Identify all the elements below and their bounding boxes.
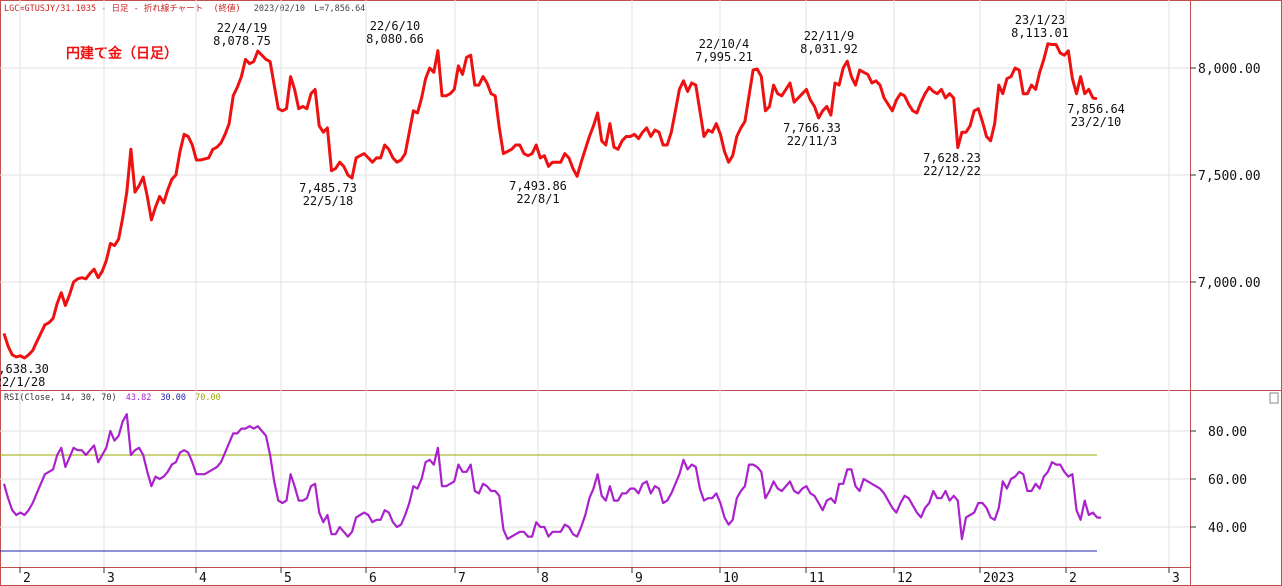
header-chart-type: 折れ線チャート	[144, 3, 203, 14]
annotation-date: 22/10/4	[699, 37, 750, 51]
annotation-date: 22/6/10	[370, 19, 421, 33]
x-tick-label: 2023	[983, 571, 1014, 586]
annotation-date: 23/2/10	[1071, 115, 1122, 129]
annotation-value: 7,856.64	[1067, 102, 1125, 116]
x-tick-label: 9	[635, 571, 643, 586]
price-gridlines	[0, 67, 1190, 283]
annotation-date: 22/4/19	[217, 21, 268, 35]
x-tick-label: 12	[897, 571, 913, 586]
header-last: L=7,856.64	[314, 4, 365, 14]
price-tick-label: 7,000.00	[1198, 276, 1261, 291]
annotation-value: 7,493.86	[509, 179, 567, 193]
price-chart-title: 円建て金（日足）	[66, 45, 178, 62]
annotation-date: 22/11/9	[804, 29, 855, 43]
x-tick-label: 3	[107, 571, 115, 586]
rsi-legend-upper: 70.00	[195, 393, 221, 403]
rsi-tick-label: 80.00	[1208, 425, 1247, 440]
header-symbol: LGC=GTUSJY/31.1035	[4, 4, 96, 14]
annotation-value: 8,080.66	[366, 32, 424, 46]
rsi-legend: RSI(Close, 14, 30, 70) 43.82 30.00 70.00	[4, 393, 221, 403]
rsi-gridlines	[0, 430, 1190, 528]
header-text: LGC=GTUSJY/31.1035 - 日足 - 折れ線チャート (終値) 2…	[4, 3, 365, 14]
x-tick-label: 11	[809, 571, 825, 586]
rsi-legend-value: 43.82	[126, 393, 152, 403]
x-tick-label: 6	[369, 571, 377, 586]
annotation-date: 22/8/1	[516, 192, 559, 206]
header-date: 2023/02/10	[254, 4, 305, 14]
rsi-series-line	[2, 413, 1102, 541]
price-series-line	[2, 42, 1098, 360]
price-axis-ticks: 8,000.00 7,500.00 7,000.00	[1190, 62, 1261, 291]
annotation-value: 7,766.33	[783, 121, 841, 135]
rsi-legend-label: RSI(Close, 14, 30, 70)	[4, 393, 117, 403]
rsi-scroll-handle[interactable]	[1269, 392, 1279, 404]
x-tick-label: 5	[284, 571, 292, 586]
rsi-axis-ticks: 80.00 60.00 40.00	[1190, 425, 1247, 536]
annotation-value: 7,995.21	[695, 50, 753, 64]
annotation-value: 8,031.92	[800, 42, 858, 56]
annotation-date: 23/1/23	[1015, 13, 1066, 27]
header-sep-2: -	[134, 4, 144, 14]
annotation-value: 7,628.23	[923, 151, 981, 165]
annotation-value: 8,113.01	[1011, 26, 1069, 40]
x-gridlines	[19, 0, 1170, 567]
annotation-value: 7,485.73	[299, 181, 357, 195]
header-interval: 日足	[112, 4, 130, 14]
price-tick-label: 8,000.00	[1198, 62, 1261, 77]
x-tick-label: 8	[541, 571, 549, 586]
x-tick-label: 3	[1172, 571, 1180, 586]
annotation-date: 22/5/18	[303, 194, 354, 208]
x-tick-label: 2	[1069, 571, 1077, 586]
x-tick-label: 4	[199, 571, 207, 586]
header-price-type: (終値)	[213, 3, 240, 14]
annotation-value: 6,638.30	[0, 362, 49, 376]
header-sep-1: -	[101, 4, 111, 14]
x-tick-label: 2	[23, 571, 31, 586]
rsi-tick-label: 60.00	[1208, 473, 1247, 488]
annotation-value: 8,078.75	[213, 34, 271, 48]
annotation-date: 22/12/22	[923, 164, 981, 178]
annotation-date: 22/11/3	[787, 134, 838, 148]
x-axis-ticks: 2 3 4 5 6 7 8 9 10 11 12 2023 2 3	[19, 567, 1180, 586]
rsi-legend-lower: 30.00	[160, 393, 186, 403]
price-tick-label: 7,500.00	[1198, 169, 1261, 184]
price-annotations: 6,638.3022/1/2822/4/198,078.757,485.7322…	[0, 13, 1125, 389]
rsi-tick-label: 40.00	[1208, 521, 1247, 536]
x-tick-label: 10	[723, 571, 739, 586]
x-tick-label: 7	[458, 571, 466, 586]
annotation-date: 22/1/28	[0, 375, 45, 389]
